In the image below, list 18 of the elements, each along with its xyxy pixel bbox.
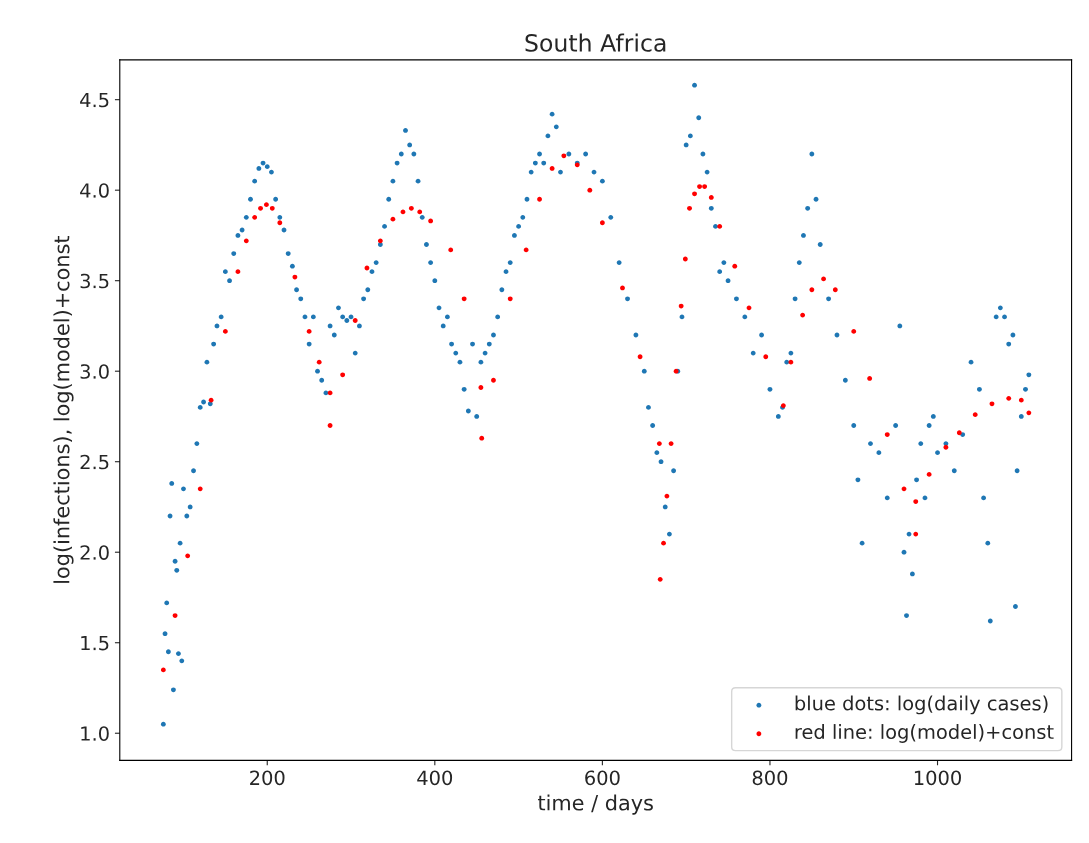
y-tick-label: 2.0: [80, 545, 109, 560]
y-tick-label: 4.0: [80, 183, 109, 198]
y-tick-label: 1.0: [81, 726, 109, 741]
y-tick-label: 3.0: [80, 364, 109, 379]
legend-label: red line: log(model)+const: [795, 724, 1054, 743]
x-tick-label: 600: [585, 770, 620, 786]
y-tick-label: 1.5: [81, 635, 109, 651]
y-tick-label: 3.5: [80, 273, 109, 289]
x-tick-label: 200: [250, 770, 285, 786]
chart-title: South Africa: [525, 33, 666, 52]
x-tick-label: 400: [417, 770, 453, 786]
y-axis-title: log(infections), log(model)+const: [53, 235, 74, 583]
y-tick-label: 4.5: [80, 92, 109, 108]
x-axis-title: time / days: [537, 794, 653, 815]
x-tick-label: 800: [752, 770, 788, 786]
y-tick-label: 2.5: [80, 454, 109, 470]
x-tick-label: 1000: [914, 770, 961, 786]
legend-label: blue dots: log(daily cases): [795, 695, 1048, 715]
